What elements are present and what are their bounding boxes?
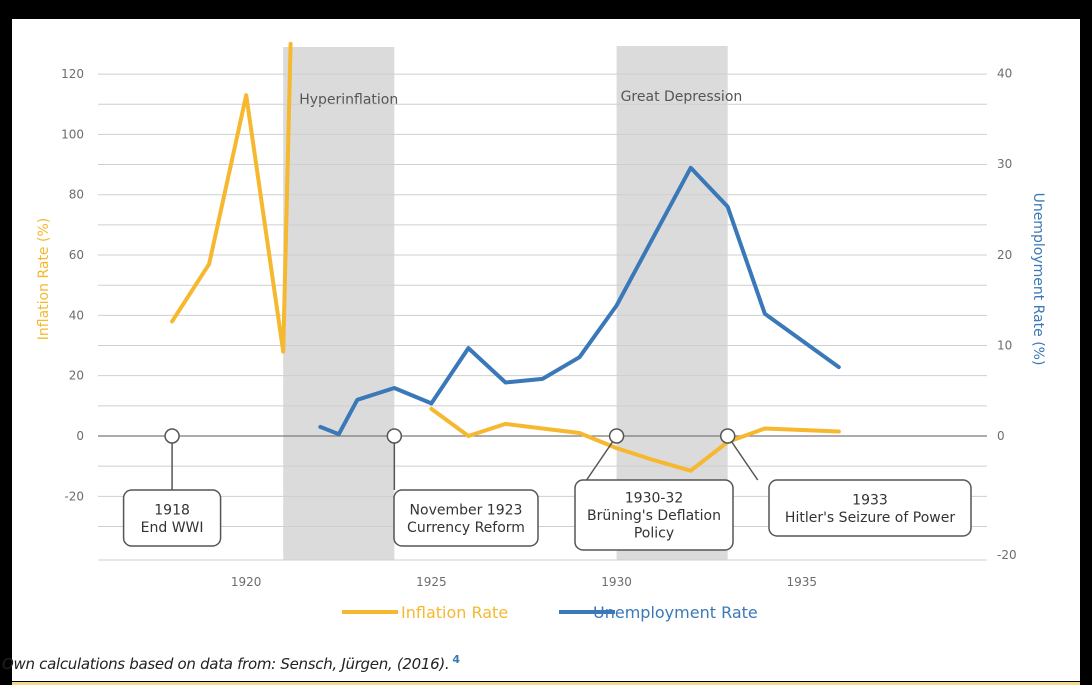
source-note: Own calculations based on data from: Sen… [2, 653, 460, 673]
x-tick-label: 1920 [231, 575, 262, 589]
y-left-tick-label: 120 [61, 67, 84, 81]
bottom-rule [12, 682, 1080, 685]
shaded-period [616, 46, 728, 560]
y-left-tick-label: 60 [69, 248, 84, 262]
annotation-marker [164, 428, 180, 444]
annotation-marker [386, 428, 403, 444]
annotation-leader [727, 435, 759, 481]
y-left-tick-label: 0 [76, 429, 84, 443]
annotation-text: 1933 [852, 492, 888, 508]
annotation-text: Currency Reform [407, 520, 525, 536]
annotation-text: Brüning's Deflation [587, 508, 721, 524]
shaded-period [283, 47, 395, 560]
footnote-marker: 4 [452, 653, 460, 666]
source-text: Own calculations based on data from: Sen… [2, 655, 450, 673]
y-right-tick-label: 0 [997, 429, 1005, 443]
y-right-tick-label: 30 [997, 157, 1012, 171]
annotation-text: November 1923 [410, 502, 523, 518]
annotation-box [574, 479, 734, 551]
y-left-tick-label: 40 [69, 308, 84, 322]
annotation-text: Hitler's Seizure of Power [785, 510, 955, 526]
y-left-tick-label: -20 [64, 489, 84, 503]
inflation-rate-line [170, 41, 293, 354]
x-tick-label: 1930 [601, 575, 632, 589]
unemployment-rate-line [318, 165, 841, 437]
y-left-tick-label: 100 [61, 127, 84, 141]
y-right-tick-label: 20 [997, 248, 1012, 262]
x-tick-label: 1935 [787, 575, 818, 589]
annotation-box [768, 479, 972, 537]
legend-label: Inflation Rate [401, 603, 508, 622]
annotation-text: 1930-32 [625, 491, 684, 507]
y-right-tick-label: -20 [997, 548, 1017, 562]
y-right-tick-label: 40 [997, 67, 1012, 81]
annotation-marker [719, 428, 736, 444]
annotation-text: End WWI [141, 520, 204, 536]
y-axis-right-label: Unemployment Rate (%) [1030, 193, 1046, 366]
y-left-tick-label: 20 [69, 369, 84, 383]
inflation-rate-line [429, 406, 841, 473]
annotation-box [122, 489, 222, 547]
y-axis-left-label: Inflation Rate (%) [36, 218, 52, 340]
y-right-tick-label: 10 [997, 338, 1012, 352]
shaded-period-label: Hyperinflation [299, 92, 398, 108]
legend-label: Unemployment Rate [593, 603, 758, 622]
annotation-text: 1918 [154, 502, 190, 518]
x-tick-label: 1925 [416, 575, 447, 589]
annotation-text: Policy [634, 526, 674, 542]
chart-panel: Hyperinflation Great Depression 120 100 80 6… [2, 19, 1080, 685]
y-left-tick-label: 80 [69, 188, 84, 202]
annotation-marker [608, 428, 625, 444]
line-chart: Hyperinflation Great Depression 120100806… [36, 41, 1046, 622]
annotation-leader [585, 435, 618, 481]
annotation-box [393, 489, 539, 547]
shaded-period-label: Great Depression [621, 89, 743, 105]
